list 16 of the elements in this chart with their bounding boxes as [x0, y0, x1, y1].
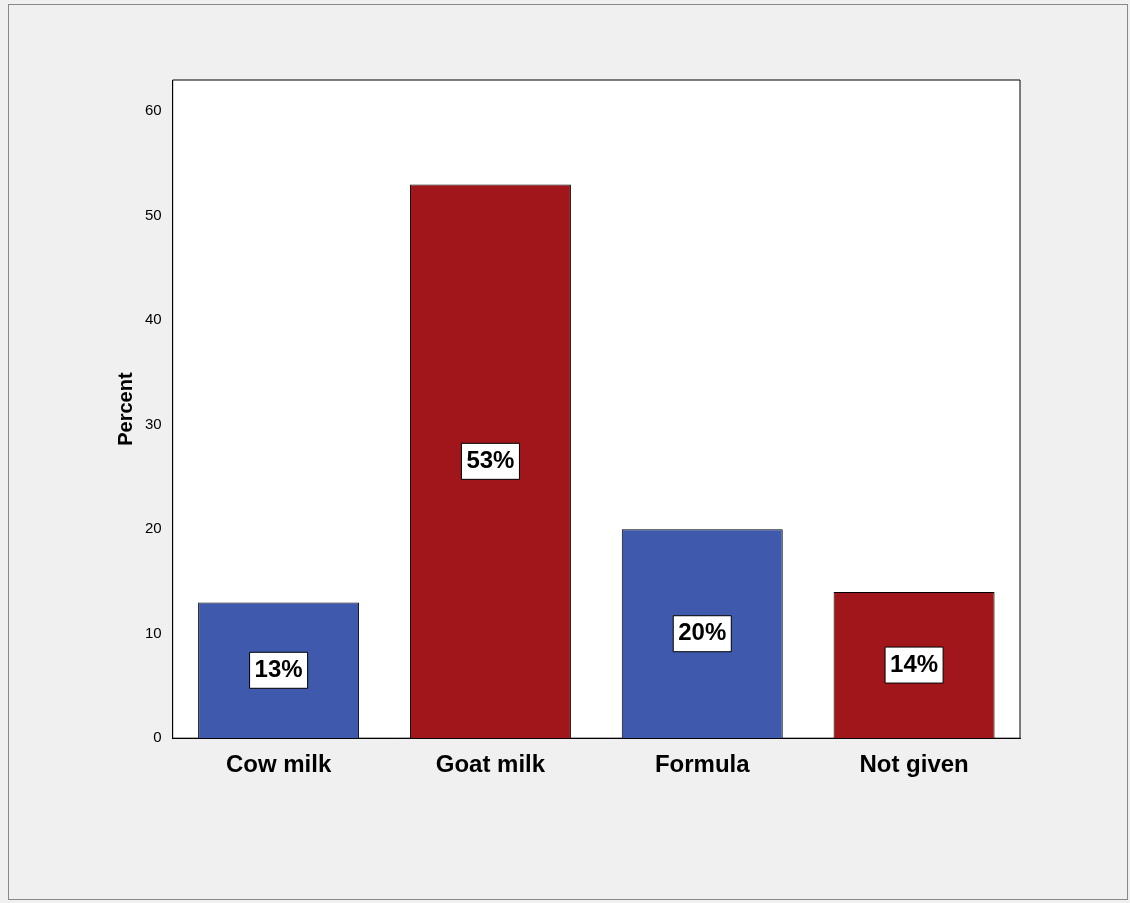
y-tick-label: 30: [145, 414, 162, 432]
data-label: 13%: [254, 654, 303, 682]
data-label: 53%: [466, 445, 515, 473]
y-tick-label: 40: [145, 310, 162, 328]
x-tick-label: Not given: [859, 750, 969, 778]
x-tick-label: Cow milk: [225, 750, 332, 778]
x-tick-label: Formula: [654, 750, 751, 778]
data-label: 20%: [678, 618, 727, 646]
y-tick-label: 0: [153, 728, 162, 746]
y-axis-title: Percent: [113, 372, 136, 446]
x-tick-label: Goat milk: [435, 750, 546, 778]
y-tick-label: 20: [145, 519, 162, 537]
y-tick-label: 60: [145, 101, 162, 119]
y-tick-label: 50: [145, 205, 162, 223]
data-label: 14%: [890, 649, 939, 677]
y-tick-label: 10: [145, 623, 162, 641]
